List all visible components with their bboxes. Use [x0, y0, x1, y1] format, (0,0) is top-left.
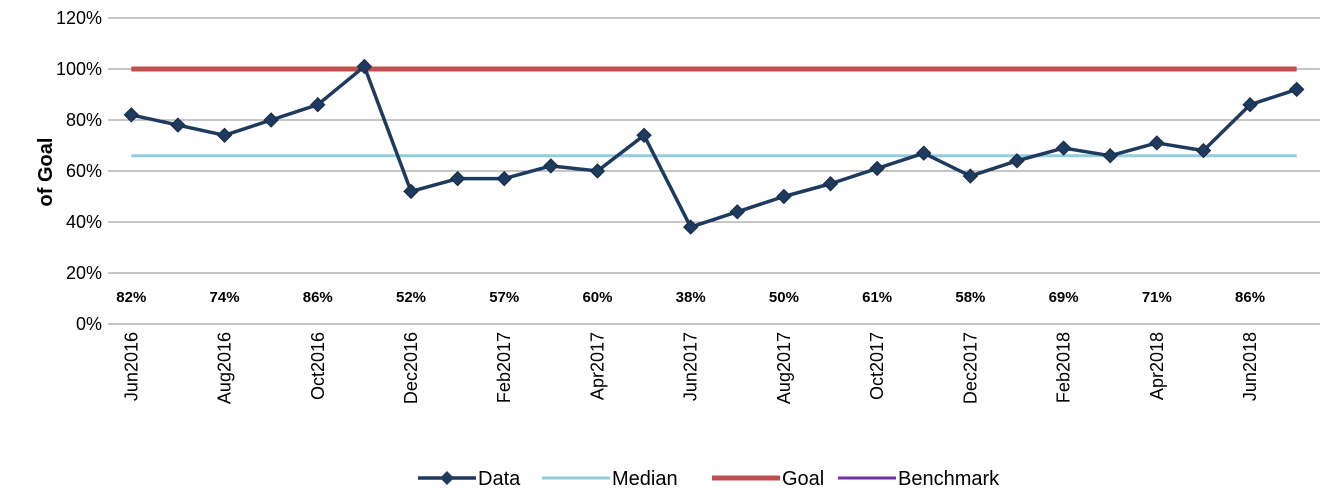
data-point	[356, 58, 373, 75]
y-tick-label: 40%	[66, 212, 102, 232]
x-tick-label: Dec2016	[401, 332, 421, 404]
legend-label-data: Data	[478, 468, 521, 490]
data-point	[123, 107, 140, 123]
x-tick-label: Dec2017	[960, 332, 980, 404]
data-point	[729, 204, 746, 220]
data-point	[1288, 81, 1305, 98]
x-tick-label: Apr2018	[1147, 332, 1167, 400]
y-tick-label: 120%	[56, 8, 102, 28]
data-point	[822, 176, 839, 192]
x-tick-label: Oct2017	[867, 332, 887, 400]
data-point	[170, 117, 186, 133]
data-label: 82%	[116, 289, 146, 306]
data-labels: 82% 74% 86% 52% 57% 60% 38% 50% 61% 58% 69% 71% 86%	[116, 289, 1265, 306]
data-point	[263, 112, 279, 128]
x-tick-label: Jun2018	[1240, 332, 1260, 401]
legend-marker-diamond	[440, 471, 454, 485]
data-label: 61%	[862, 289, 892, 306]
data-label: 52%	[396, 289, 426, 306]
x-tick-label: Jun2017	[681, 332, 701, 401]
legend-label-median: Median	[612, 468, 678, 490]
gridlines	[108, 17, 1320, 325]
data-point	[1242, 96, 1258, 113]
data-point	[869, 160, 885, 177]
data-point	[916, 145, 932, 161]
data-point	[1055, 140, 1072, 156]
data-point	[496, 170, 512, 187]
x-tick-label: Feb2017	[494, 332, 514, 403]
data-line	[130, 64, 1298, 229]
x-tick-label: Apr2017	[587, 332, 607, 400]
y-axis-title: of Goal	[35, 138, 57, 207]
data-label: 60%	[582, 289, 612, 306]
data-point	[1009, 153, 1025, 169]
x-tick-label: Oct2016	[308, 332, 328, 400]
data-label: 71%	[1142, 289, 1172, 306]
x-tick-label: Jun2016	[121, 332, 141, 401]
data-point	[543, 158, 559, 174]
data-point	[682, 219, 699, 235]
y-tick-label: 80%	[66, 110, 102, 130]
x-tick-label: Aug2016	[215, 332, 235, 404]
data-label: 50%	[769, 289, 799, 306]
y-tick-label: 0%	[76, 314, 102, 334]
data-point	[776, 188, 792, 205]
y-tick-label: 20%	[66, 263, 102, 283]
data-point	[1149, 135, 1165, 151]
data-point	[403, 183, 419, 200]
series-lines	[123, 58, 1305, 235]
data-point	[310, 96, 326, 113]
data-label: 58%	[955, 289, 985, 306]
data-label: 86%	[303, 289, 333, 306]
x-tick-label: Feb2018	[1054, 332, 1074, 403]
y-tick-label: 60%	[66, 161, 102, 181]
y-axis-tick-labels: 0% 20% 40% 60% 80% 100% 120%	[56, 8, 102, 334]
data-point	[1195, 142, 1212, 159]
legend-label-goal: Goal	[782, 468, 824, 490]
data-point	[962, 168, 979, 184]
data-label: 57%	[489, 289, 519, 306]
y-tick-label: 100%	[56, 59, 102, 79]
data-point	[589, 163, 606, 179]
x-axis-tick-labels: Jun2016 Aug2016 Oct2016 Dec2016 Feb2017 Apr20…	[121, 332, 1260, 404]
legend-label-benchmark: Benchmark	[898, 468, 1000, 490]
legend: Data Median Goal Benchmark	[418, 468, 1000, 490]
x-tick-label: Aug2017	[774, 332, 794, 404]
data-point	[449, 170, 466, 187]
data-label: 69%	[1049, 289, 1079, 306]
data-point	[216, 127, 233, 144]
data-label: 74%	[210, 289, 240, 306]
data-label: 86%	[1235, 289, 1265, 306]
data-point	[1102, 147, 1118, 164]
data-label: 38%	[676, 289, 706, 306]
data-point	[636, 127, 652, 144]
